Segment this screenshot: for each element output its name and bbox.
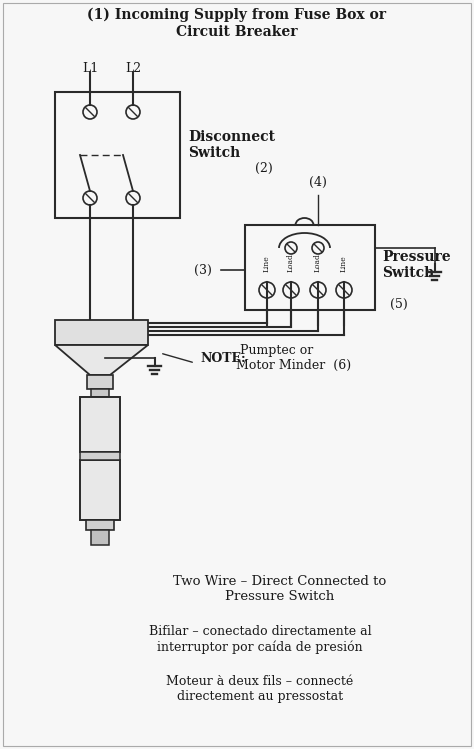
Text: Pressure
Switch: Pressure Switch bbox=[382, 250, 451, 280]
Bar bbox=[91, 530, 109, 545]
Text: Moteur à deux fils – connecté
directement au pressostat: Moteur à deux fils – connecté directemen… bbox=[166, 675, 354, 703]
Text: Load: Load bbox=[314, 253, 322, 272]
Bar bbox=[80, 397, 120, 452]
Text: (1) Incoming Supply from Fuse Box or
Circuit Breaker: (1) Incoming Supply from Fuse Box or Cir… bbox=[88, 8, 386, 39]
Text: Pumptec or
Motor Minder  (6): Pumptec or Motor Minder (6) bbox=[236, 344, 351, 372]
Text: L2: L2 bbox=[125, 62, 141, 75]
Polygon shape bbox=[55, 345, 148, 375]
Text: Line: Line bbox=[263, 255, 271, 272]
Text: Load: Load bbox=[287, 253, 295, 272]
Text: (5): (5) bbox=[390, 298, 408, 311]
Bar bbox=[55, 320, 148, 345]
Text: (2): (2) bbox=[255, 162, 273, 175]
Text: (3): (3) bbox=[194, 264, 212, 276]
Bar bbox=[87, 375, 113, 389]
Bar bbox=[80, 460, 120, 520]
Bar bbox=[91, 389, 109, 397]
Text: L1: L1 bbox=[82, 62, 98, 75]
Text: Line: Line bbox=[340, 255, 348, 272]
Bar bbox=[245, 225, 375, 310]
Text: (4): (4) bbox=[309, 176, 327, 189]
Bar bbox=[55, 92, 180, 218]
Text: Two Wire – Direct Connected to
Pressure Switch: Two Wire – Direct Connected to Pressure … bbox=[173, 575, 387, 603]
Bar bbox=[86, 520, 114, 530]
Bar bbox=[80, 452, 120, 460]
Text: Disconnect
Switch: Disconnect Switch bbox=[188, 130, 275, 160]
Text: Bifilar – conectado directamente al
interruptor por caída de presión: Bifilar – conectado directamente al inte… bbox=[149, 625, 371, 654]
Text: NOTE:: NOTE: bbox=[200, 351, 246, 365]
